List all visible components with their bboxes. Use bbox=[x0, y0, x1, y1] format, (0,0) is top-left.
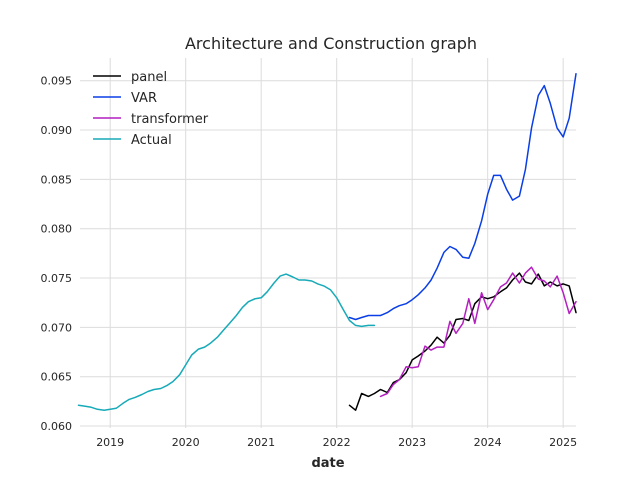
chart-title: Architecture and Construction graph bbox=[185, 34, 477, 53]
y-tick-label: 0.060 bbox=[41, 420, 73, 433]
x-axis: 2019 2020 2021 2022 2023 2024 2025 bbox=[96, 436, 577, 449]
y-tick-label: 0.085 bbox=[41, 173, 73, 186]
y-tick-label: 0.080 bbox=[41, 223, 73, 236]
y-axis: 0.060 0.065 0.070 0.075 0.080 0.085 0.090 0.095 bbox=[41, 75, 73, 433]
x-tick-label: 2020 bbox=[172, 436, 200, 449]
series-line-panel bbox=[348, 272, 577, 411]
series-line-var bbox=[348, 73, 577, 321]
series-group bbox=[77, 73, 577, 411]
y-tick-label: 0.075 bbox=[41, 272, 73, 285]
x-tick-label: 2023 bbox=[398, 436, 426, 449]
grid bbox=[80, 58, 576, 428]
x-tick-label: 2019 bbox=[96, 436, 124, 449]
legend-label: Actual bbox=[131, 133, 172, 148]
y-tick-label: 0.090 bbox=[41, 124, 73, 137]
x-axis-label: date bbox=[311, 456, 344, 471]
y-tick-label: 0.070 bbox=[41, 321, 73, 334]
legend: panel VAR transformer Actual bbox=[93, 70, 209, 148]
series-line-actual bbox=[77, 273, 376, 411]
series-line-transformer bbox=[379, 266, 577, 398]
x-tick-label: 2021 bbox=[247, 436, 275, 449]
legend-label: VAR bbox=[131, 91, 157, 106]
y-tick-label: 0.095 bbox=[41, 75, 73, 88]
y-tick-label: 0.065 bbox=[41, 371, 73, 384]
legend-label: transformer bbox=[131, 112, 209, 127]
legend-label: panel bbox=[131, 70, 167, 85]
x-tick-label: 2025 bbox=[549, 436, 577, 449]
x-tick-label: 2024 bbox=[474, 436, 502, 449]
x-tick-label: 2022 bbox=[323, 436, 351, 449]
